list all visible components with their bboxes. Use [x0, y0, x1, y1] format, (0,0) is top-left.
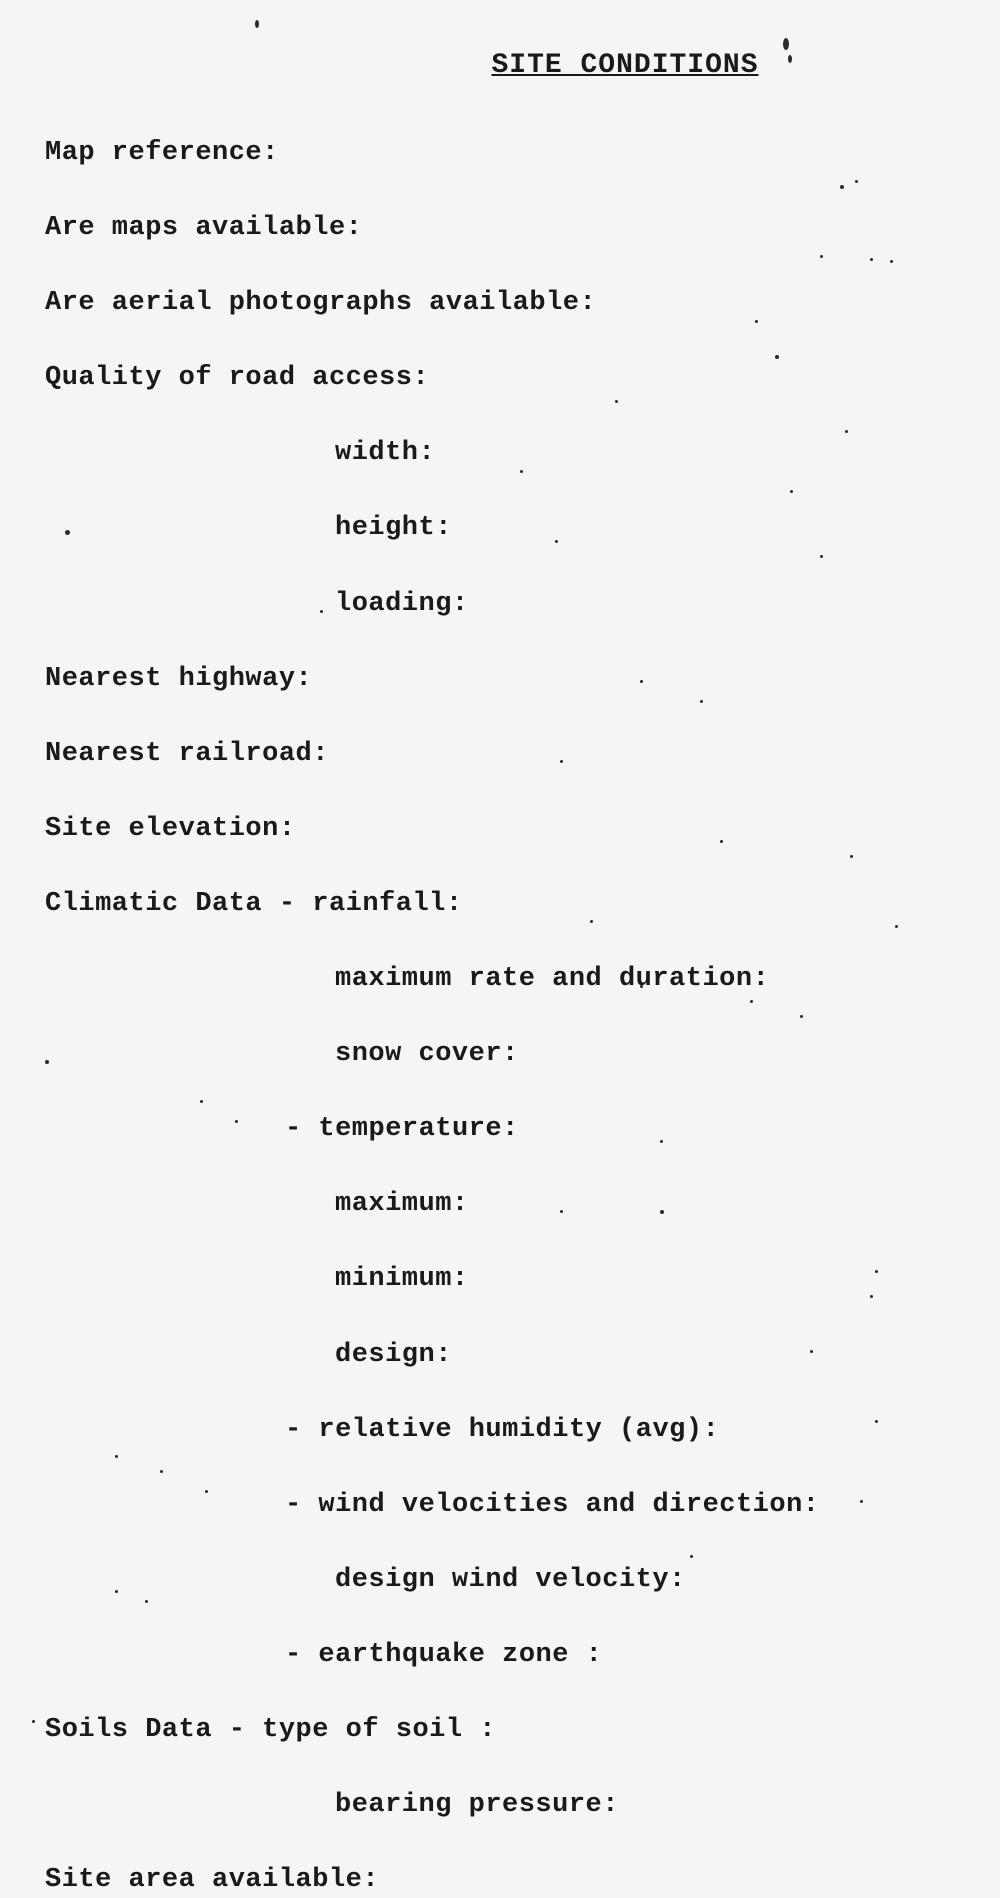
field-height: height: — [45, 511, 955, 546]
field-design: design: — [45, 1338, 955, 1373]
field-maximum: maximum: — [45, 1187, 955, 1222]
field-temperature: - temperature: — [45, 1112, 955, 1147]
field-maps-available: Are maps available: — [45, 211, 955, 246]
field-aerial-photos: Are aerial photographs available: — [45, 286, 955, 321]
field-soils-type: Soils Data - type of soil : — [45, 1713, 955, 1748]
field-loading: loading: — [45, 587, 955, 622]
field-climatic-rainfall: Climatic Data - rainfall: — [45, 887, 955, 922]
field-minimum: minimum: — [45, 1262, 955, 1297]
field-map-reference: Map reference: — [45, 136, 955, 171]
field-relative-humidity: - relative humidity (avg): — [45, 1413, 955, 1448]
field-bearing-pressure: bearing pressure: — [45, 1788, 955, 1823]
field-nearest-railroad: Nearest railroad: — [45, 737, 955, 772]
field-design-wind-velocity: design wind velocity: — [45, 1563, 955, 1598]
field-nearest-highway: Nearest highway: — [45, 662, 955, 697]
field-site-elevation: Site elevation: — [45, 812, 955, 847]
field-snow-cover: snow cover: — [45, 1037, 955, 1072]
field-site-area: Site area available: — [45, 1863, 955, 1898]
field-max-rate-duration: maximum rate and duration: — [45, 962, 955, 997]
field-earthquake-zone: - earthquake zone : — [45, 1638, 955, 1673]
field-wind-velocities: - wind velocities and direction: — [45, 1488, 955, 1523]
page-title: SITE CONDITIONS — [45, 50, 955, 81]
field-road-access: Quality of road access: — [45, 361, 955, 396]
field-width: width: — [45, 436, 955, 471]
